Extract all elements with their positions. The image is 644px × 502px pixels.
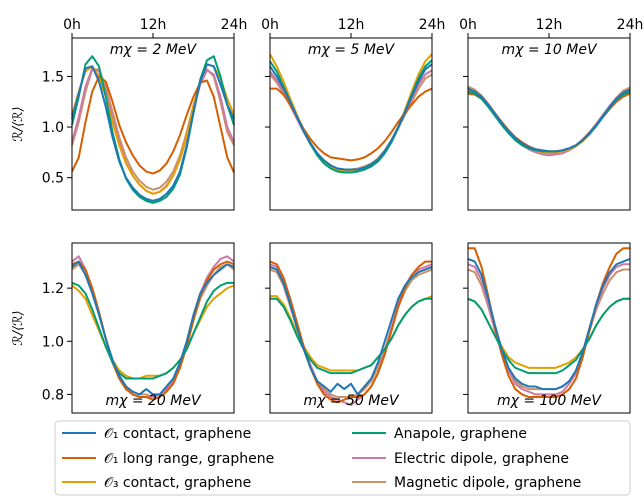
series-line-o1l bbox=[270, 87, 433, 162]
panel-frame bbox=[71, 242, 235, 414]
series-line-ana bbox=[467, 297, 630, 375]
series-line-o1c bbox=[71, 260, 235, 396]
x-tick-label: 12h bbox=[140, 17, 167, 33]
series-line-ana bbox=[269, 59, 433, 174]
legend-label-ana: Anapole, graphene bbox=[394, 426, 527, 442]
y-tick-label: 1.0 bbox=[42, 334, 64, 350]
series-line-o3c bbox=[270, 295, 433, 372]
panel-title: mχ = 20 MeV bbox=[105, 393, 202, 409]
y-tick-label: 1.2 bbox=[42, 281, 64, 297]
legend-label-ele: Electric dipole, graphene bbox=[394, 451, 569, 467]
series-line-o1c bbox=[467, 258, 631, 391]
x-tick-label: 24h bbox=[419, 17, 446, 33]
panel-frame bbox=[467, 37, 631, 211]
panel-title: mχ = 50 MeV bbox=[303, 393, 400, 409]
series-line-ana bbox=[270, 297, 432, 375]
x-tick-label: 24h bbox=[617, 17, 644, 33]
x-tick-label: 0h bbox=[63, 17, 81, 33]
panel-title: mχ = 10 MeV bbox=[501, 42, 598, 58]
y-tick-label: 1.0 bbox=[42, 120, 64, 136]
x-tick-label: 0h bbox=[261, 17, 279, 33]
series-line-o1l bbox=[269, 260, 432, 404]
panel-title: mχ = 100 MeV bbox=[497, 393, 602, 409]
panel-title: mχ = 2 MeV bbox=[110, 42, 198, 58]
y-tick-label: 0.5 bbox=[42, 171, 64, 187]
series-line-o1l bbox=[467, 92, 631, 153]
y-tick-label: 0.8 bbox=[42, 387, 64, 403]
panel-frame bbox=[467, 242, 631, 414]
x-tick-label: 24h bbox=[221, 17, 248, 33]
x-tick-label: 12h bbox=[536, 17, 563, 33]
x-tick-label: 12h bbox=[338, 17, 365, 33]
series-line-o1l bbox=[71, 75, 235, 175]
panel-frame bbox=[71, 37, 235, 211]
legend-box bbox=[54, 420, 631, 496]
series-line-o3c bbox=[467, 89, 631, 154]
series-line-o3c bbox=[467, 297, 630, 369]
legend-label-o1l: 𝒪₁ long range, graphene bbox=[104, 451, 274, 467]
series-line-ana bbox=[71, 281, 234, 380]
x-tick-label: 0h bbox=[459, 17, 477, 33]
panel-frame bbox=[269, 242, 433, 414]
y-axis-label: ℛ/⟨ℛ⟩ bbox=[11, 106, 26, 141]
y-tick-label: 1.5 bbox=[42, 69, 64, 85]
legend-label-o3c: 𝒪₃ contact, graphene bbox=[104, 475, 251, 491]
panel-title: mχ = 5 MeV bbox=[308, 42, 396, 58]
series-line-ele bbox=[467, 88, 631, 157]
legend-label-mag: Magnetic dipole, graphene bbox=[394, 475, 581, 491]
y-axis-label: ℛ/⟨ℛ⟩ bbox=[11, 310, 26, 345]
series-line-o1c bbox=[269, 63, 433, 171]
series-line-o1c bbox=[269, 265, 433, 396]
series-line-ana bbox=[467, 90, 631, 153]
series-line-o1c bbox=[71, 63, 235, 202]
series-line-ana bbox=[71, 55, 235, 204]
panel-frame bbox=[269, 37, 433, 211]
series-line-ele bbox=[269, 69, 433, 172]
series-line-o1c bbox=[467, 87, 631, 153]
legend-label-o1c: 𝒪₁ contact, graphene bbox=[104, 426, 251, 442]
series-line-mag bbox=[269, 268, 433, 399]
series-line-mag bbox=[467, 85, 631, 155]
series-line-mag bbox=[71, 263, 235, 399]
series-line-mag bbox=[269, 73, 433, 171]
